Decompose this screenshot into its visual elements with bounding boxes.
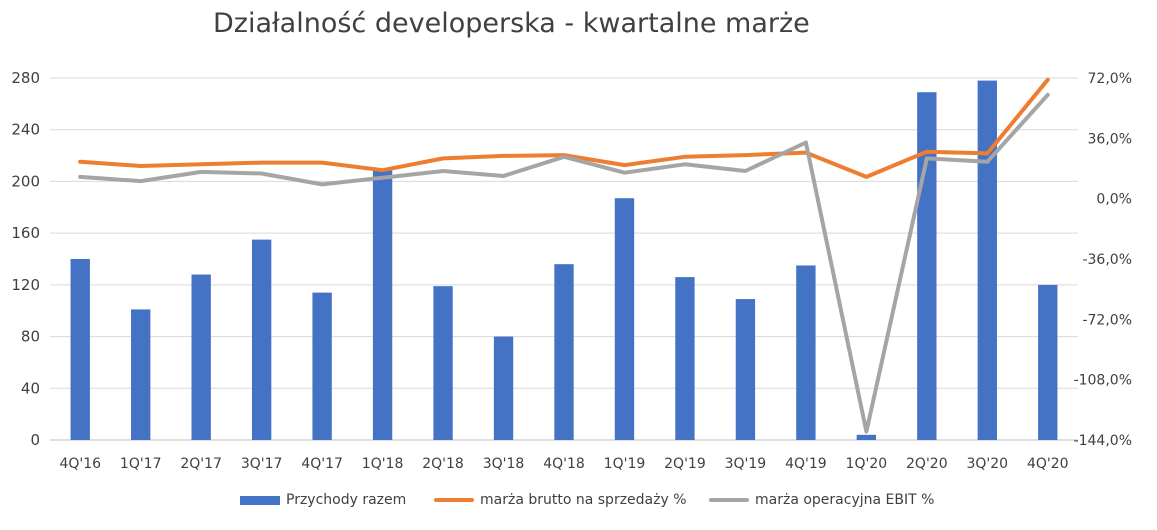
x-axis-tick-label: 2Q'17 — [180, 456, 222, 472]
left-axis-tick-label: 120 — [11, 276, 40, 294]
bar — [70, 259, 90, 440]
left-axis-tick-label: 160 — [11, 224, 40, 242]
x-axis-tick-label: 4Q'17 — [301, 456, 343, 472]
bar — [796, 265, 816, 440]
right-axis-tick-label: 36,0% — [1088, 131, 1132, 147]
right-axis-tick-label: -36,0% — [1082, 252, 1132, 268]
x-axis-tick-label: 4Q'16 — [59, 456, 101, 472]
x-axis-tick-label: 2Q'20 — [906, 456, 948, 472]
legend-swatch-revenue — [240, 495, 280, 505]
bar — [191, 274, 211, 440]
legend-label-revenue: Przychody razem — [286, 492, 407, 508]
left-axis-tick-label: 0 — [30, 431, 40, 449]
bar — [554, 264, 574, 440]
bar — [251, 239, 272, 440]
bar — [614, 198, 635, 440]
legend: Przychody razem marża brutto na sprzedaż… — [0, 492, 1157, 512]
right-axis-tick-label: -72,0% — [1082, 312, 1132, 328]
x-axis-tick-label: 4Q'18 — [543, 456, 585, 472]
bar — [312, 292, 332, 440]
right-axis-tick-label: -144,0% — [1074, 433, 1132, 449]
legend-item-gross-margin: marża brutto na sprzedaży % — [434, 492, 687, 508]
x-axis-tick-label: 1Q'20 — [846, 456, 888, 472]
x-axis-tick-label: 1Q'17 — [120, 456, 162, 472]
legend-swatch-ebit-margin — [709, 498, 749, 502]
right-axis-tick-label: -108,0% — [1074, 373, 1132, 389]
right-axis-tick-label: 0,0% — [1096, 192, 1132, 208]
legend-label-ebit-margin: marża operacyjna EBIT % — [755, 492, 935, 508]
bar — [372, 169, 393, 441]
x-axis-tick-label: 3Q'17 — [241, 456, 283, 472]
bar — [131, 309, 151, 440]
left-axis-tick-label: 40 — [21, 379, 40, 397]
x-axis-tick-label: 3Q'20 — [966, 456, 1008, 472]
x-axis-tick-label: 4Q'19 — [785, 456, 827, 472]
legend-item-revenue: Przychody razem — [240, 492, 406, 508]
bar — [917, 92, 937, 440]
right-axis-tick-label: 72,0% — [1088, 71, 1132, 87]
bar — [1038, 284, 1058, 440]
legend-label-gross-margin: marża brutto na sprzedaży % — [480, 492, 687, 508]
bar — [675, 277, 695, 440]
series-line — [78, 92, 1050, 434]
x-axis-tick-label: 2Q'19 — [664, 456, 706, 472]
legend-item-ebit-margin: marża operacyjna EBIT % — [709, 492, 934, 508]
series-line — [78, 77, 1050, 179]
left-axis-tick-label: 80 — [21, 328, 40, 346]
x-axis-tick-label: 3Q'19 — [725, 456, 767, 472]
left-axis-tick-label: 280 — [11, 69, 40, 87]
x-axis-tick-label: 3Q'18 — [483, 456, 525, 472]
left-axis-tick-label: 200 — [11, 172, 40, 190]
legend-swatch-gross-margin — [434, 498, 474, 502]
bar — [977, 80, 997, 440]
x-axis-tick-label: 4Q'20 — [1027, 456, 1069, 472]
bar — [433, 286, 453, 440]
left-axis-tick-label: 240 — [11, 121, 40, 139]
x-axis-tick-label: 1Q'19 — [604, 456, 646, 472]
bar — [735, 299, 756, 440]
x-axis-tick-label: 2Q'18 — [422, 456, 464, 472]
x-axis-tick-label: 1Q'18 — [362, 456, 404, 472]
chart-title: Działalność developerska - kwartalne mar… — [213, 8, 810, 39]
chart-plot: 0 40 80 120 160 200 240 280 -144,0% -108,0% -72,0%… — [11, 69, 1132, 472]
bar — [856, 434, 877, 440]
bar — [493, 336, 514, 440]
